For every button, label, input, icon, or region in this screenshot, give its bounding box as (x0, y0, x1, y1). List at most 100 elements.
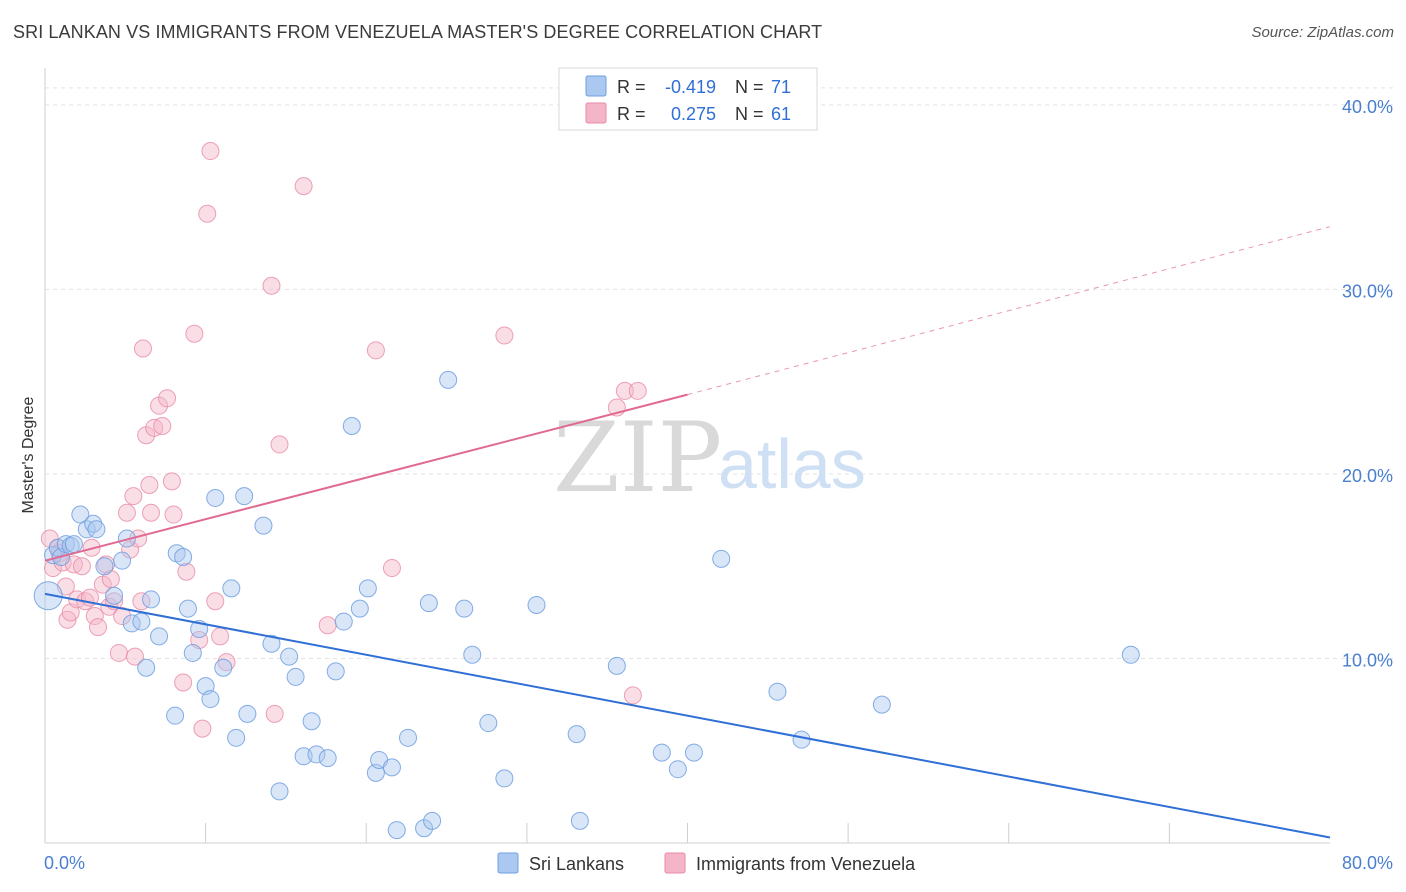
venezuela-point (628, 381, 647, 400)
srilankan-point (262, 634, 281, 653)
srilankan-point (95, 557, 114, 576)
venezuela-point (174, 673, 193, 692)
venezuela-point (140, 476, 159, 495)
srilankan-point (463, 645, 482, 664)
venezuela-trend-line (44, 393, 688, 562)
srilankan-point (455, 599, 474, 618)
srilankan-point (84, 514, 103, 533)
venezuela-point (366, 341, 385, 360)
srilankan-point (342, 416, 361, 435)
venezuela-trend-extension (687, 226, 1331, 396)
venezuela-point (217, 653, 236, 672)
srilankan-point (166, 706, 185, 725)
srilankan-point (668, 760, 687, 779)
venezuela-point (294, 177, 313, 196)
srilankan-point (235, 487, 254, 506)
srilankan-point (567, 725, 586, 744)
venezuela-point (262, 276, 281, 295)
venezuela-point (211, 627, 230, 646)
srilankan-point (423, 811, 442, 830)
venezuela-point (164, 505, 183, 524)
srilankan-point (137, 658, 156, 677)
srilankan-point (105, 586, 124, 605)
legend-r-value-2: 0.275 (671, 104, 716, 124)
srilankan-point (254, 516, 273, 535)
legend-swatch-blue (585, 75, 607, 97)
venezuela-point (270, 435, 289, 454)
watermark-atlas: atlas (718, 425, 866, 503)
venezuela-point (495, 326, 514, 345)
legend-n-value-2: 61 (771, 104, 791, 124)
legend-swatch-pink (585, 102, 607, 124)
watermark: ZIP atlas (553, 402, 866, 514)
srilankan-point (132, 612, 151, 631)
srilankan-point (286, 667, 305, 686)
x-tick-label-max: 80.0% (1342, 853, 1393, 873)
legend-n-label-2: N = (735, 104, 764, 124)
srilankan-point (142, 590, 161, 609)
venezuela-point (124, 487, 143, 506)
venezuela-point (133, 339, 152, 358)
venezuela-point (615, 381, 634, 400)
srilankan-point (174, 547, 193, 566)
legend-r-value-1: -0.419 (665, 77, 716, 97)
srilankan-point (150, 627, 169, 646)
srilankan-point (607, 656, 626, 675)
venezuela-point (125, 647, 144, 666)
bottom-legend: Sri Lankans Immigrants from Venezuela (497, 852, 916, 874)
y-axis-label: Master's Degree (20, 396, 37, 513)
y-tick-label: 40.0% (1342, 97, 1393, 117)
venezuela-point (85, 607, 104, 626)
srilankan-point (684, 743, 703, 762)
srilankan-point (527, 595, 546, 614)
srilankan-point (318, 749, 337, 768)
srilankan-point (399, 728, 418, 747)
srilankan-point (280, 647, 299, 666)
y-tick-label: 10.0% (1342, 650, 1393, 670)
y-tick-label: 20.0% (1342, 466, 1393, 486)
srilankan-point (302, 712, 321, 731)
srilankan-point (712, 549, 731, 568)
srilankan-point (33, 581, 63, 611)
venezuela-point (198, 204, 217, 223)
venezuela-point (89, 618, 108, 637)
srilankan-point (792, 730, 811, 749)
srilankan-point (358, 579, 377, 598)
bottom-legend-swatch-pink (664, 852, 686, 874)
bottom-legend-swatch-blue (497, 852, 519, 874)
venezuela-point (142, 503, 161, 522)
chart-source: Source: ZipAtlas.com (1251, 24, 1394, 41)
trend-lines (44, 226, 1331, 839)
srilankan-point (419, 594, 438, 613)
srilankan-point (222, 579, 241, 598)
srilankan-trend-line (44, 592, 1331, 839)
legend-r-label-1: R = (617, 77, 646, 97)
srilankan-point (350, 599, 369, 618)
legend-r-label-2: R = (617, 104, 646, 124)
venezuela-point (158, 389, 177, 408)
venezuela-point (201, 142, 220, 161)
venezuela-point (72, 557, 91, 576)
venezuela-point (185, 324, 204, 343)
srilankan-point (479, 714, 498, 733)
srilankan-point (495, 769, 514, 788)
srilankan-points (33, 370, 1140, 840)
srilankan-point (570, 811, 589, 830)
srilankan-point (439, 370, 458, 389)
srilankan-point (326, 662, 345, 681)
srilankan-point (178, 599, 197, 618)
venezuela-point (382, 559, 401, 578)
srilankan-point (183, 643, 202, 662)
srilankan-point (387, 821, 406, 840)
srilankan-point (206, 488, 225, 507)
srilankan-point (652, 743, 671, 762)
venezuela-point (318, 616, 337, 635)
venezuela-point (162, 472, 181, 491)
venezuela-point (623, 686, 642, 705)
legend-n-label-1: N = (735, 77, 764, 97)
y-tick-label: 30.0% (1342, 281, 1393, 301)
srilankan-point (768, 682, 787, 701)
x-tick-label-min: 0.0% (44, 853, 85, 873)
venezuela-point (153, 416, 172, 435)
srilankan-point (1121, 645, 1140, 664)
